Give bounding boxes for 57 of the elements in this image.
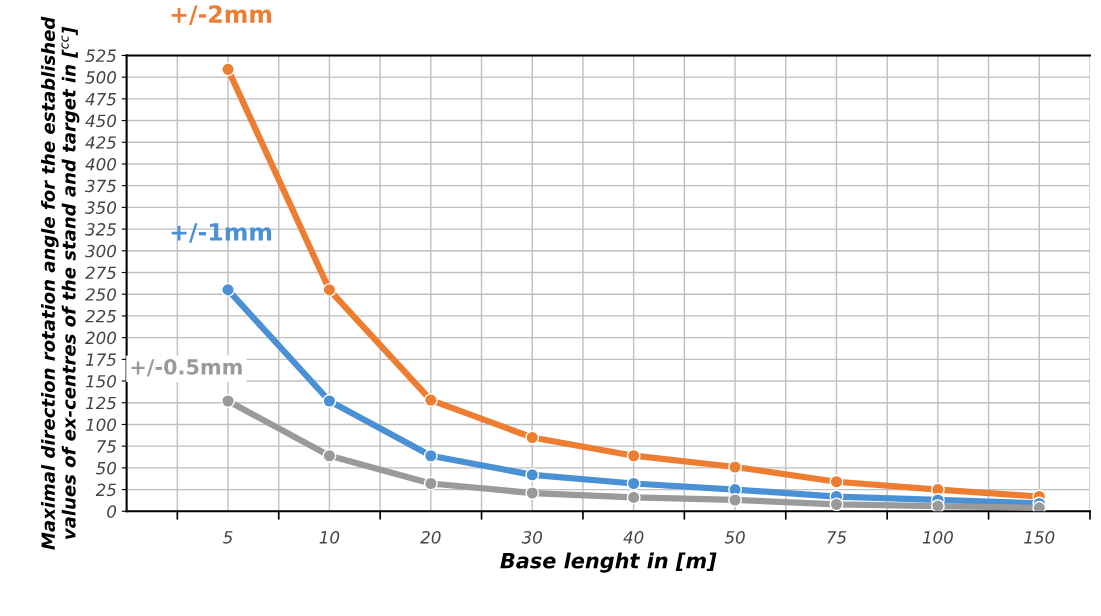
x-tick-label: 10 bbox=[319, 531, 340, 544]
y-tick-label: 375 bbox=[85, 179, 116, 193]
series-label: +/-0.5mm bbox=[131, 358, 242, 377]
y-tick-label: 150 bbox=[85, 375, 117, 388]
point bbox=[322, 394, 337, 408]
point bbox=[626, 448, 641, 463]
y-axis-title: Maximal direction rotation angle for the established values of ex-centres of the stand and target in [$^{cc}$] bbox=[41, 16, 80, 550]
y-tick-label: 225 bbox=[85, 309, 116, 323]
x-tick-label: 100 bbox=[922, 531, 953, 544]
text: +/-2mm bbox=[171, 5, 272, 25]
y-tick-label: 50 bbox=[96, 461, 117, 475]
point bbox=[728, 460, 743, 474]
point bbox=[829, 474, 844, 489]
point bbox=[626, 490, 641, 505]
point bbox=[728, 493, 743, 507]
y-tick-label: 450 bbox=[85, 114, 117, 128]
point bbox=[322, 448, 337, 463]
y-tick-label: 0 bbox=[107, 505, 117, 518]
y-tick-label: 425 bbox=[85, 136, 116, 149]
y-tick-label: 275 bbox=[85, 266, 116, 280]
x-tick-label: 30 bbox=[521, 531, 543, 544]
y-tick-label: 350 bbox=[85, 201, 117, 214]
text: +/-1mm bbox=[171, 223, 272, 243]
x-tick-label: 50 bbox=[724, 531, 745, 544]
y-tick-label: 200 bbox=[85, 331, 117, 345]
y-tick-label: 500 bbox=[85, 71, 117, 84]
y-tick-label: 325 bbox=[85, 223, 116, 236]
y-tick-label: 175 bbox=[85, 353, 116, 366]
point bbox=[626, 476, 641, 491]
x-tick-label: 150 bbox=[1024, 531, 1055, 544]
y-tick-label: 125 bbox=[85, 396, 116, 410]
point bbox=[930, 499, 945, 512]
y-tick-label: 400 bbox=[85, 157, 117, 171]
point bbox=[221, 394, 235, 408]
point bbox=[221, 282, 235, 297]
x-tick-label: 75 bbox=[827, 531, 847, 544]
y-tick-label: 475 bbox=[85, 93, 116, 106]
point bbox=[423, 476, 438, 491]
x-tick-label: 40 bbox=[623, 531, 644, 544]
point bbox=[829, 497, 844, 512]
y-tick-label: 250 bbox=[85, 288, 117, 301]
point bbox=[221, 62, 235, 77]
y-tick-label: 300 bbox=[85, 244, 117, 258]
x-axis-title: Base lenght in [m] bbox=[500, 552, 717, 573]
point bbox=[525, 486, 540, 500]
point bbox=[322, 282, 337, 297]
point bbox=[423, 393, 438, 408]
x-tick-label: 5 bbox=[223, 531, 233, 544]
y-tick-label: 25 bbox=[95, 483, 116, 497]
point bbox=[1032, 500, 1047, 512]
point bbox=[423, 448, 438, 463]
x-tick-label: 20 bbox=[420, 531, 441, 544]
y-tick-label: 525 bbox=[85, 49, 116, 63]
y-tick-label: 75 bbox=[97, 440, 116, 453]
point bbox=[525, 467, 540, 482]
point bbox=[525, 430, 540, 445]
y-tick-label: 100 bbox=[85, 418, 117, 432]
